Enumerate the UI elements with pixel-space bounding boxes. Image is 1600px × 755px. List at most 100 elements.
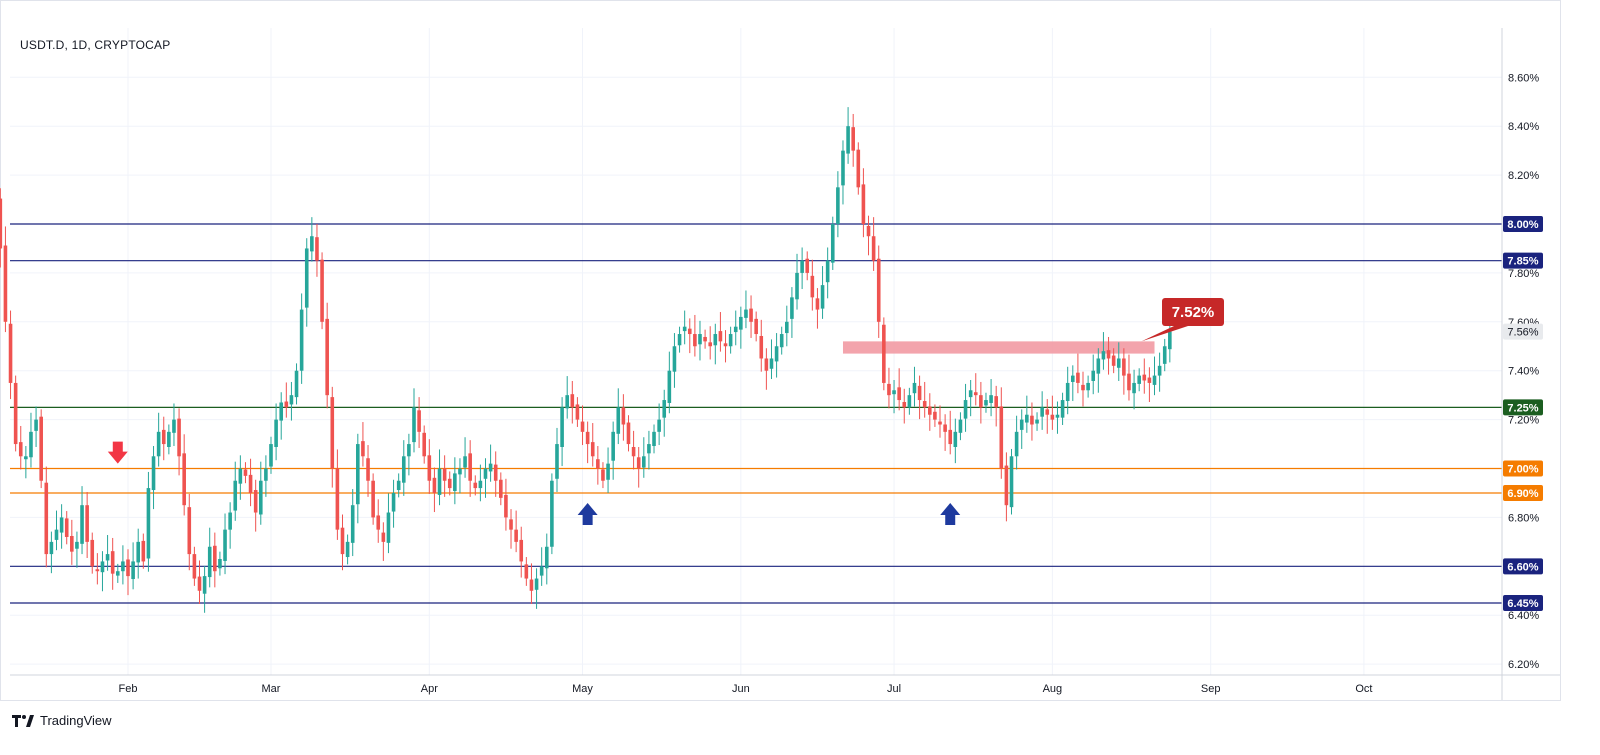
candle-body — [677, 334, 682, 346]
candle-body — [1162, 346, 1167, 364]
candle-body — [621, 407, 626, 425]
candle — [258, 461, 263, 525]
candle — [458, 458, 462, 494]
candle — [953, 418, 958, 464]
candle-body — [912, 382, 917, 394]
candle-body — [18, 442, 23, 457]
candle — [1137, 368, 1141, 392]
candle — [922, 381, 927, 418]
candle-body — [1040, 407, 1044, 417]
level-badge — [1503, 595, 1543, 611]
candle-body — [917, 385, 922, 401]
candle — [187, 493, 192, 571]
candle — [1009, 448, 1014, 515]
x-tick-label: Feb — [119, 683, 138, 695]
level-badge-label: 8.00% — [1507, 219, 1538, 231]
candle — [18, 425, 23, 470]
candle — [320, 252, 324, 330]
candle — [100, 551, 105, 592]
candle — [437, 449, 442, 506]
candle-body — [958, 419, 963, 433]
candle — [304, 238, 309, 327]
tradingview-brand[interactable]: TradingView — [12, 713, 112, 728]
candle-body — [642, 456, 646, 468]
candle-body — [213, 545, 217, 572]
candle-body — [1168, 331, 1172, 350]
candle-body — [1081, 384, 1085, 391]
candle-body — [90, 539, 95, 567]
candle-body — [432, 477, 437, 493]
candle — [790, 287, 794, 338]
candle-body — [330, 397, 335, 469]
level-badge-label: 6.90% — [1507, 488, 1538, 500]
candle — [105, 535, 110, 571]
candle — [989, 379, 993, 417]
candles — [0, 107, 1172, 613]
candle — [779, 326, 784, 355]
candle — [728, 326, 733, 354]
candle — [335, 449, 340, 540]
level-badge — [1503, 252, 1543, 269]
candle-body — [698, 334, 702, 345]
candle — [892, 380, 896, 414]
candle-body — [483, 468, 488, 479]
candle — [534, 568, 539, 609]
candle — [156, 412, 161, 467]
candle — [866, 215, 871, 256]
candle — [1004, 452, 1009, 522]
candle — [110, 537, 115, 590]
candle — [590, 423, 595, 467]
candle-body — [713, 334, 718, 346]
candle-body — [866, 225, 871, 237]
candle-body — [1055, 414, 1060, 418]
candle-body — [463, 456, 467, 468]
candle — [1116, 342, 1121, 381]
candle-body — [427, 455, 432, 481]
candle — [371, 473, 375, 525]
candle — [652, 424, 656, 454]
y-tick-label: 7.80% — [1508, 268, 1539, 280]
candle — [3, 226, 8, 333]
candle-body — [172, 419, 176, 433]
candle-body — [366, 458, 370, 481]
candle — [13, 375, 18, 452]
candle-body — [973, 392, 978, 396]
arrow-up-icon — [577, 502, 598, 525]
candle — [24, 446, 28, 479]
candle — [514, 510, 518, 553]
candle — [907, 387, 912, 415]
level-badge-label: 7.25% — [1507, 402, 1538, 414]
candle-body — [238, 468, 243, 484]
candle-body — [44, 482, 49, 555]
candle — [1111, 348, 1116, 374]
candle — [846, 107, 850, 164]
candle-body — [141, 540, 146, 562]
candle-body — [647, 444, 651, 454]
candle-body — [258, 480, 263, 515]
candle-body — [718, 331, 723, 342]
candle-body — [1127, 373, 1131, 391]
candle — [820, 266, 825, 319]
candle-body — [585, 431, 590, 445]
candle — [274, 403, 278, 461]
candle-body — [856, 149, 861, 188]
candle — [1127, 354, 1131, 401]
candle-body — [1122, 358, 1126, 376]
candle — [718, 312, 723, 352]
candle-body — [570, 394, 575, 408]
candle-body — [682, 326, 687, 332]
candle — [795, 253, 799, 310]
candle-body — [310, 236, 314, 252]
candle-body — [1019, 419, 1024, 430]
candle — [182, 434, 186, 516]
candle — [912, 366, 917, 407]
candle — [325, 302, 329, 409]
candle-body — [315, 237, 319, 261]
candle — [708, 326, 712, 360]
candle — [299, 293, 304, 384]
candle-body — [703, 336, 707, 342]
candle-body — [590, 442, 595, 457]
candle — [243, 462, 248, 484]
candle — [519, 526, 524, 578]
